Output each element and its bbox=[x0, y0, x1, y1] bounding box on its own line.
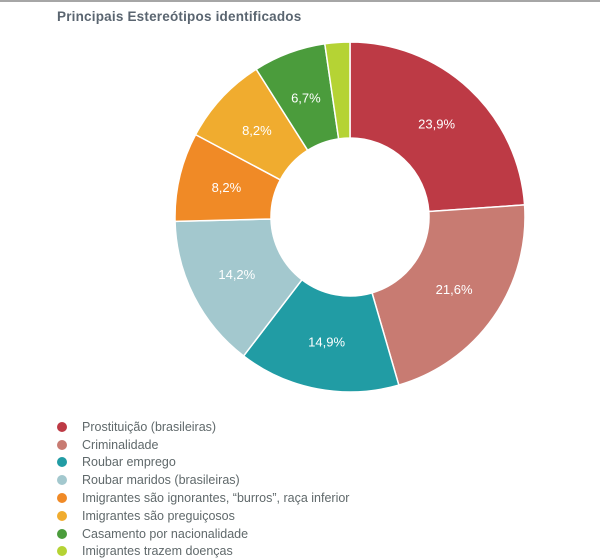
legend-item: Roubar emprego bbox=[57, 454, 349, 472]
donut-slice bbox=[324, 41, 351, 140]
legend-label: Casamento por nacionalidade bbox=[82, 526, 249, 541]
donut-slice bbox=[349, 41, 526, 213]
slice-percentage-label: 14,9% bbox=[308, 334, 345, 349]
legend-color-dot bbox=[57, 475, 67, 486]
legend-item: Criminalidade bbox=[57, 436, 349, 454]
legend-item: Roubar maridos (brasileiras) bbox=[57, 471, 349, 489]
legend-color-dot bbox=[57, 421, 67, 432]
legend-item: Prostituição (brasileiras) bbox=[57, 418, 349, 436]
donut-slice bbox=[371, 204, 526, 386]
legend-color-dot bbox=[57, 546, 67, 557]
slice-percentage-label: 6,7% bbox=[291, 90, 321, 105]
slice-percentage-label: 8,2% bbox=[242, 123, 272, 138]
legend-label: Criminalidade bbox=[82, 437, 159, 452]
legend-color-dot bbox=[57, 510, 67, 521]
slice-percentage-label: 21,6% bbox=[436, 282, 473, 297]
slice-percentage-label: 23,9% bbox=[418, 117, 455, 132]
donut-chart: 23,9% 21,6% 14,9% 14,2% 8,2% 8,2% 6,7% bbox=[174, 41, 526, 393]
legend-color-dot bbox=[57, 528, 67, 539]
legend-color-dot bbox=[57, 493, 67, 504]
legend-label: Prostituição (brasileiras) bbox=[82, 419, 217, 434]
legend-color-dot bbox=[57, 439, 67, 450]
legend-item: Casamento por nacionalidade bbox=[57, 525, 349, 543]
slice-percentage-label: 8,2% bbox=[212, 180, 242, 195]
legend-item: Imigrantes são ignorantes, “burros”, raç… bbox=[57, 489, 349, 507]
chart-legend: Prostituição (brasileiras) Criminalidade R… bbox=[57, 418, 349, 558]
legend-label: Imigrantes são preguiçosos bbox=[82, 508, 235, 523]
legend-label: Roubar maridos (brasileiras) bbox=[82, 473, 240, 488]
legend-label: Roubar emprego bbox=[82, 455, 176, 470]
chart-title: Principais Estereótipos identificados bbox=[57, 9, 302, 24]
legend-label: Imigrantes trazem doenças bbox=[82, 544, 233, 558]
legend-label: Imigrantes são ignorantes, “burros”, raç… bbox=[82, 491, 350, 506]
window-top-edge bbox=[0, 0, 600, 2]
donut-slice bbox=[174, 218, 303, 357]
legend-item: Imigrantes são preguiçosos bbox=[57, 507, 349, 525]
donut-slice bbox=[242, 278, 400, 393]
slice-percentage-label: 14,2% bbox=[218, 267, 255, 282]
legend-color-dot bbox=[57, 457, 67, 468]
legend-item: Imigrantes trazem doenças bbox=[57, 543, 349, 558]
